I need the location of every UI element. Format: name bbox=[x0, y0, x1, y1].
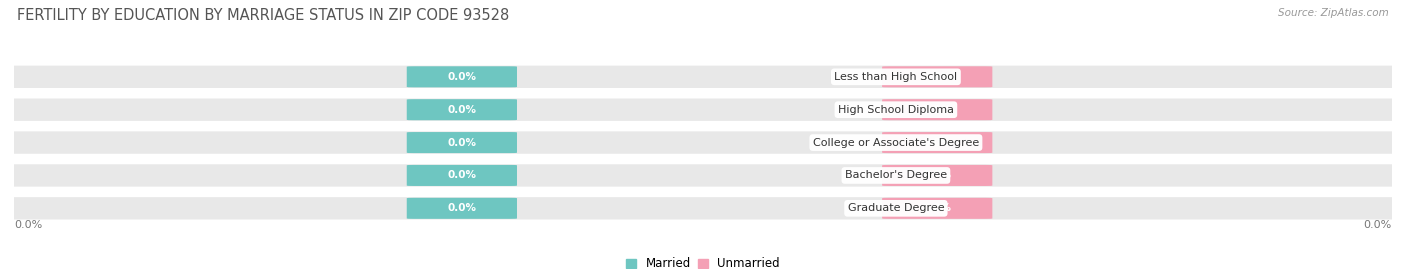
Text: Source: ZipAtlas.com: Source: ZipAtlas.com bbox=[1278, 8, 1389, 18]
FancyBboxPatch shape bbox=[406, 99, 517, 120]
Text: High School Diploma: High School Diploma bbox=[838, 105, 953, 115]
FancyBboxPatch shape bbox=[406, 66, 517, 87]
Text: College or Associate's Degree: College or Associate's Degree bbox=[813, 137, 979, 148]
FancyBboxPatch shape bbox=[406, 132, 517, 153]
Text: Less than High School: Less than High School bbox=[834, 72, 957, 82]
Legend: Married, Unmarried: Married, Unmarried bbox=[621, 253, 785, 269]
Text: 0.0%: 0.0% bbox=[447, 171, 477, 180]
Text: 0.0%: 0.0% bbox=[922, 203, 952, 213]
FancyBboxPatch shape bbox=[882, 198, 993, 219]
Text: 0.0%: 0.0% bbox=[447, 203, 477, 213]
FancyBboxPatch shape bbox=[882, 165, 993, 186]
FancyBboxPatch shape bbox=[882, 99, 993, 120]
Text: 0.0%: 0.0% bbox=[1364, 220, 1392, 230]
FancyBboxPatch shape bbox=[406, 198, 517, 219]
Text: 0.0%: 0.0% bbox=[922, 72, 952, 82]
Text: 0.0%: 0.0% bbox=[447, 72, 477, 82]
FancyBboxPatch shape bbox=[882, 66, 993, 87]
FancyBboxPatch shape bbox=[0, 66, 1406, 88]
Text: Bachelor's Degree: Bachelor's Degree bbox=[845, 171, 948, 180]
Text: 0.0%: 0.0% bbox=[922, 171, 952, 180]
Text: 0.0%: 0.0% bbox=[447, 137, 477, 148]
FancyBboxPatch shape bbox=[406, 165, 517, 186]
FancyBboxPatch shape bbox=[0, 164, 1406, 187]
Text: 0.0%: 0.0% bbox=[14, 220, 42, 230]
FancyBboxPatch shape bbox=[0, 197, 1406, 220]
Text: FERTILITY BY EDUCATION BY MARRIAGE STATUS IN ZIP CODE 93528: FERTILITY BY EDUCATION BY MARRIAGE STATU… bbox=[17, 8, 509, 23]
Text: 0.0%: 0.0% bbox=[447, 105, 477, 115]
FancyBboxPatch shape bbox=[0, 98, 1406, 121]
FancyBboxPatch shape bbox=[0, 131, 1406, 154]
FancyBboxPatch shape bbox=[882, 132, 993, 153]
Text: 0.0%: 0.0% bbox=[922, 137, 952, 148]
Text: 0.0%: 0.0% bbox=[922, 105, 952, 115]
Text: Graduate Degree: Graduate Degree bbox=[848, 203, 945, 213]
